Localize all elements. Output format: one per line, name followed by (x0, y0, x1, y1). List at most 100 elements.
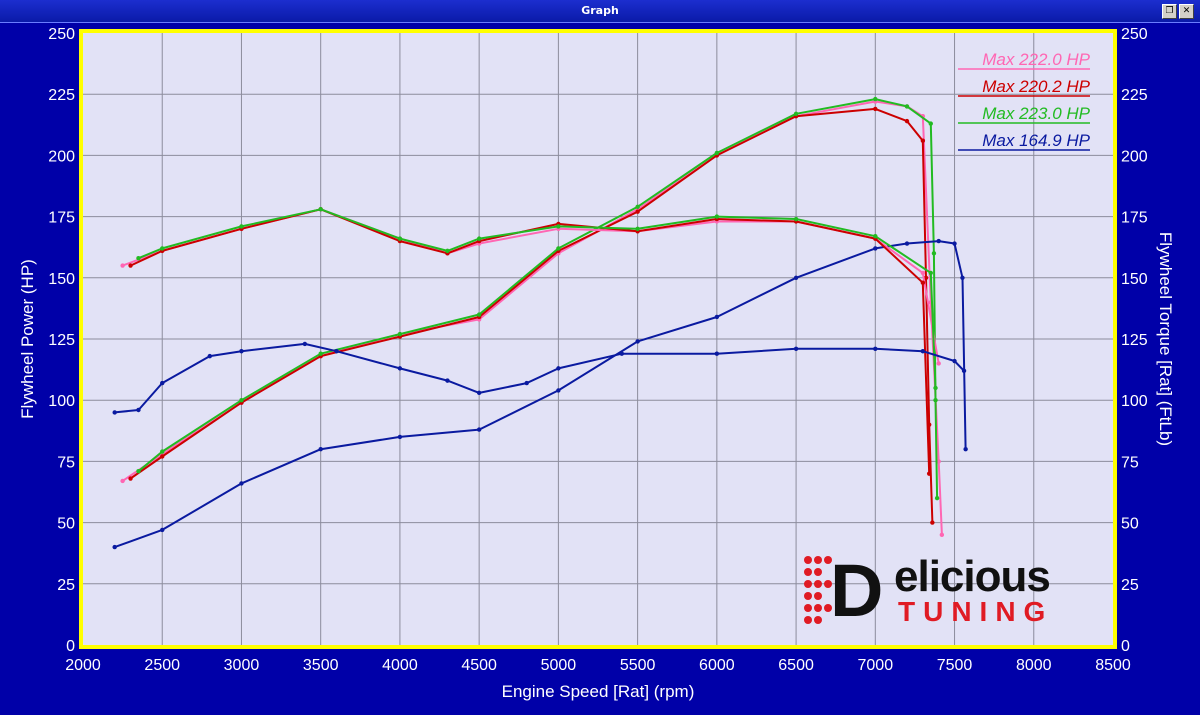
power-series-point (936, 238, 941, 244)
x-tick-label: 5500 (620, 657, 656, 674)
power-series-point (873, 106, 878, 112)
window-title: Graph (581, 4, 619, 17)
y-tick-label-right: 50 (1121, 516, 1139, 533)
power-series-point (476, 312, 482, 317)
power-series-point (397, 434, 403, 440)
power-series-point (939, 532, 945, 538)
y-tick-label-left: 225 (48, 87, 75, 104)
close-icon[interactable]: ✕ (1179, 4, 1194, 19)
torque-series-point (961, 368, 967, 374)
x-tick-label: 8500 (1095, 657, 1131, 674)
logo-word-delicious: elicious (894, 552, 1051, 601)
power-series-point (963, 446, 968, 452)
y-tick-label-right: 75 (1121, 454, 1139, 471)
y-tick-label-left: 100 (48, 393, 75, 410)
power-series-point (160, 449, 165, 454)
series-group (112, 96, 968, 550)
torque-series-point (920, 349, 926, 354)
torque-series-point (619, 351, 624, 356)
y-tick-label-right: 250 (1121, 26, 1148, 43)
power-series-point (873, 246, 878, 251)
x-tick-label: 4500 (461, 657, 497, 674)
torque-series-point (952, 358, 957, 364)
power-series-point (931, 251, 937, 256)
y-tick-label-right: 175 (1121, 210, 1148, 227)
x-tick-label: 5000 (541, 657, 577, 674)
torque-series-point (160, 380, 165, 386)
torque-series-point (318, 207, 323, 212)
power-series-point (904, 241, 910, 246)
logo-word-tuning: TUNING (898, 596, 1054, 627)
legend-entry-label: Max 220.2 HP (982, 77, 1090, 96)
y-tick-label-left: 200 (48, 148, 75, 165)
plot-border (79, 29, 1117, 649)
torque-series-point (136, 256, 141, 261)
power-series-point (928, 121, 933, 126)
torque-series-point (120, 263, 125, 268)
torque-series-point (926, 471, 932, 476)
y-tick-label-right: 0 (1121, 638, 1130, 655)
dots-icon (804, 556, 832, 624)
x-tick-label: 4000 (382, 657, 418, 674)
power-series-point (635, 339, 640, 344)
y-tick-label-left: 125 (48, 332, 75, 349)
torque-series-point (128, 263, 133, 268)
torque-series-point (239, 349, 244, 354)
y-tick-label-right: 100 (1121, 393, 1148, 410)
x-tick-label: 7500 (937, 657, 973, 674)
torque-series-point (556, 366, 561, 371)
x-tick-label: 8000 (1016, 657, 1052, 674)
torque-series-point (556, 224, 561, 229)
torque-series-line-6 (138, 208, 937, 389)
power-series-point (397, 331, 403, 337)
torque-series-point (936, 361, 941, 366)
torque-series-point (928, 270, 933, 276)
power-series-point (960, 275, 965, 280)
power-series-point (933, 398, 938, 403)
power-series-point (476, 427, 482, 432)
power-series-point (904, 104, 910, 109)
legend-entry-label: Max 223.0 HP (982, 104, 1090, 123)
power-series-point (120, 478, 125, 484)
power-series-line-3 (114, 240, 967, 549)
y-tick-label-left: 75 (57, 454, 75, 471)
power-series-point (873, 96, 878, 102)
power-series-point (952, 241, 957, 246)
legend-entry-label: Max 222.0 HP (982, 50, 1090, 69)
x-tick-label: 7000 (858, 657, 894, 674)
power-series-point (318, 446, 323, 452)
torque-series-point (635, 226, 640, 232)
grid-lines (83, 33, 1113, 645)
power-series-point (635, 209, 640, 214)
power-series-point (556, 388, 561, 393)
torque-series-point (239, 224, 244, 229)
x-tick-label: 6000 (699, 657, 735, 674)
power-series-point (934, 495, 940, 501)
y-axis-label-right: Flywheel Torque [Rat] (FtLb) (1156, 232, 1175, 446)
torque-series-point (476, 236, 482, 241)
power-series-point (923, 275, 929, 280)
y-axis-label-left: Flywheel Power (HP) (18, 259, 37, 419)
power-series-point (239, 481, 244, 486)
torque-series-point (714, 351, 720, 356)
torque-series-point (397, 236, 403, 241)
y-tick-label-right: 200 (1121, 148, 1148, 165)
torque-series-point (920, 270, 926, 276)
power-series-point (160, 527, 165, 533)
power-series-point (128, 476, 133, 481)
torque-series-point (207, 353, 212, 359)
restore-icon[interactable]: ❐ (1162, 4, 1177, 19)
torque-series-point (873, 233, 878, 239)
power-series-point (793, 275, 799, 280)
power-series-point (556, 246, 561, 251)
torque-series-point (160, 246, 165, 251)
x-tick-label: 3000 (224, 657, 260, 674)
y-tick-label-left: 175 (48, 210, 75, 227)
power-series-point (239, 398, 244, 403)
power-series-line-2 (137, 98, 939, 499)
power-series-point (160, 454, 165, 459)
power-series-point (112, 544, 117, 550)
y-tick-label-left: 50 (57, 516, 75, 533)
x-tick-label: 2000 (65, 657, 101, 674)
